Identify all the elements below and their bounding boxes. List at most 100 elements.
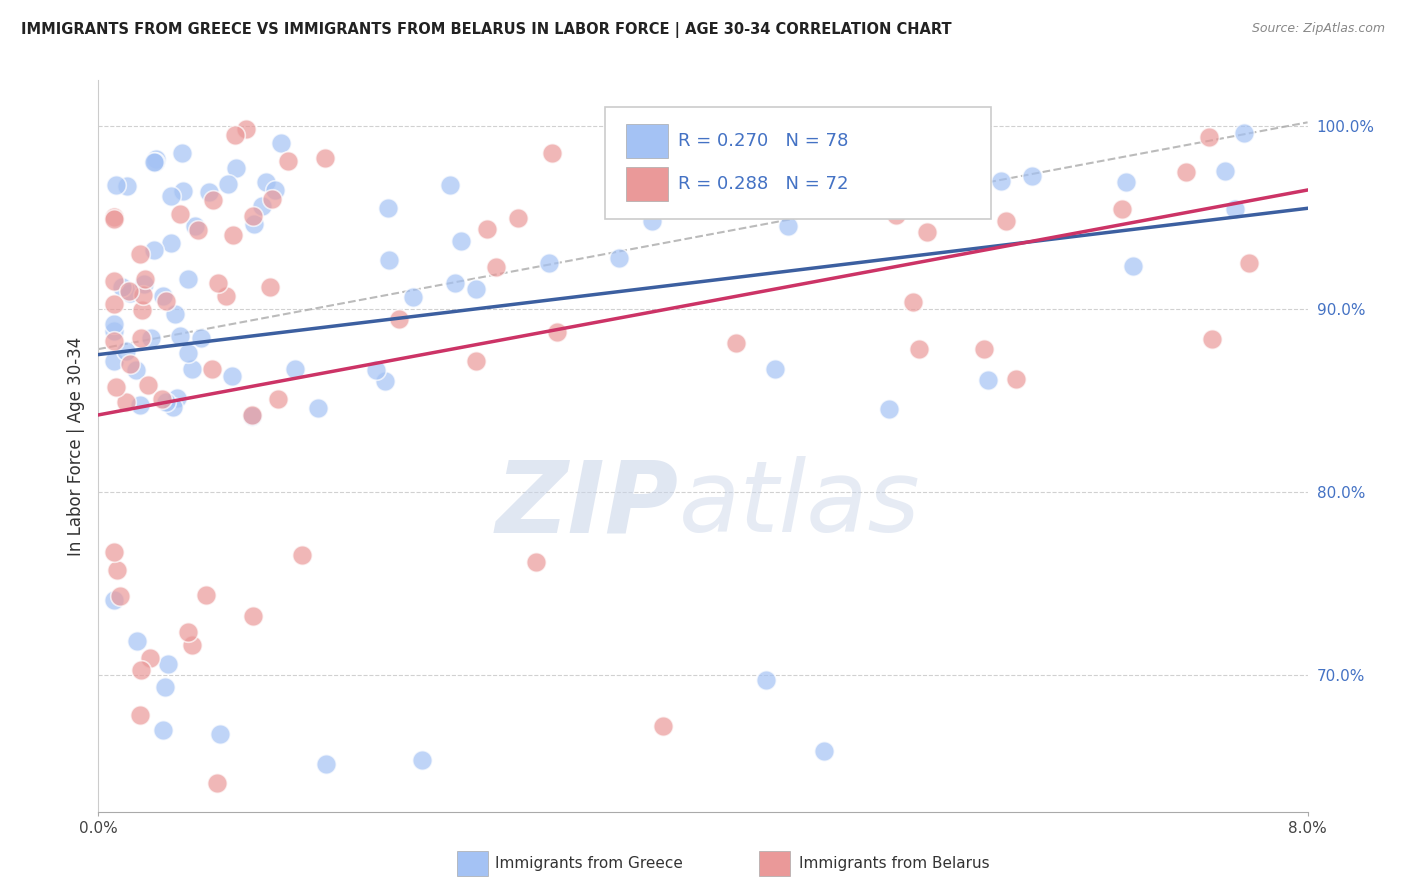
Point — [120, 357, 142, 371]
Point — [475, 222, 498, 236]
Point — [267, 392, 290, 407]
Point — [153, 680, 176, 694]
Point — [270, 136, 292, 150]
Text: atlas: atlas — [679, 456, 921, 553]
Point — [1111, 202, 1133, 216]
Point — [607, 171, 630, 186]
Point — [763, 362, 786, 376]
Point — [1175, 165, 1198, 179]
Point — [105, 379, 128, 393]
Point — [411, 754, 433, 768]
Point — [134, 272, 156, 286]
Point — [103, 353, 125, 368]
Point — [162, 400, 184, 414]
Point — [450, 234, 472, 248]
Point — [177, 346, 200, 360]
Point — [537, 256, 560, 270]
Point — [315, 757, 337, 772]
Point — [155, 395, 177, 409]
Point — [143, 244, 166, 258]
Point — [277, 153, 299, 168]
Text: IMMIGRANTS FROM GREECE VS IMMIGRANTS FROM BELARUS IN LABOR FORCE | AGE 30-34 COR: IMMIGRANTS FROM GREECE VS IMMIGRANTS FRO… — [21, 22, 952, 38]
Point — [717, 157, 740, 171]
Point — [225, 161, 247, 175]
Point — [707, 145, 730, 160]
Point — [546, 326, 568, 340]
Point — [243, 217, 266, 231]
Point — [201, 362, 224, 376]
Point — [103, 211, 125, 226]
Point — [524, 555, 547, 569]
Point — [152, 288, 174, 302]
Point — [374, 374, 396, 388]
Point — [851, 161, 873, 176]
Point — [169, 207, 191, 221]
Point — [142, 155, 165, 169]
Point — [129, 331, 152, 345]
Point — [378, 253, 401, 268]
Point — [977, 373, 1000, 387]
Point — [215, 289, 238, 303]
Point — [110, 589, 132, 603]
Point — [201, 193, 224, 207]
Point — [1021, 169, 1043, 184]
Text: R = 0.288   N = 72: R = 0.288 N = 72 — [678, 175, 848, 193]
Text: R = 0.270   N = 78: R = 0.270 N = 78 — [678, 132, 848, 150]
Point — [995, 214, 1018, 228]
Point — [139, 651, 162, 665]
Point — [207, 276, 229, 290]
Point — [198, 185, 221, 199]
Point — [224, 128, 246, 142]
Point — [1005, 372, 1028, 386]
Point — [917, 225, 939, 239]
Point — [132, 277, 155, 291]
Point — [1198, 129, 1220, 144]
Point — [160, 189, 183, 203]
Point — [166, 392, 188, 406]
Point — [465, 282, 488, 296]
Point — [884, 208, 907, 222]
Point — [901, 295, 924, 310]
Point — [103, 210, 125, 224]
Point — [117, 178, 139, 193]
Point — [264, 183, 287, 197]
Point — [105, 563, 128, 577]
Point — [908, 343, 931, 357]
Point — [755, 673, 778, 687]
Point — [181, 639, 204, 653]
Point — [127, 634, 149, 648]
Point — [103, 593, 125, 607]
Point — [111, 280, 134, 294]
Point — [242, 209, 264, 223]
Point — [160, 235, 183, 250]
Point — [190, 331, 212, 345]
Point — [1213, 164, 1236, 178]
Point — [259, 280, 281, 294]
Point — [641, 214, 664, 228]
Point — [195, 588, 218, 602]
Point — [307, 401, 329, 416]
Point — [115, 344, 138, 359]
Point — [131, 302, 153, 317]
Point — [103, 324, 125, 338]
Point — [169, 329, 191, 343]
Point — [879, 401, 901, 416]
Point — [235, 121, 257, 136]
Point — [104, 178, 127, 193]
Point — [250, 198, 273, 212]
Text: Immigrants from Belarus: Immigrants from Belarus — [799, 856, 990, 871]
Point — [103, 545, 125, 559]
Point — [176, 624, 198, 639]
Point — [187, 223, 209, 237]
Point — [506, 211, 529, 226]
Point — [890, 185, 912, 199]
Point — [1233, 126, 1256, 140]
Point — [776, 219, 799, 233]
Point — [177, 272, 200, 286]
Point — [181, 362, 204, 376]
Point — [103, 317, 125, 331]
Point — [973, 343, 995, 357]
Point — [157, 657, 180, 672]
Point — [103, 334, 125, 348]
Point — [1201, 332, 1223, 346]
